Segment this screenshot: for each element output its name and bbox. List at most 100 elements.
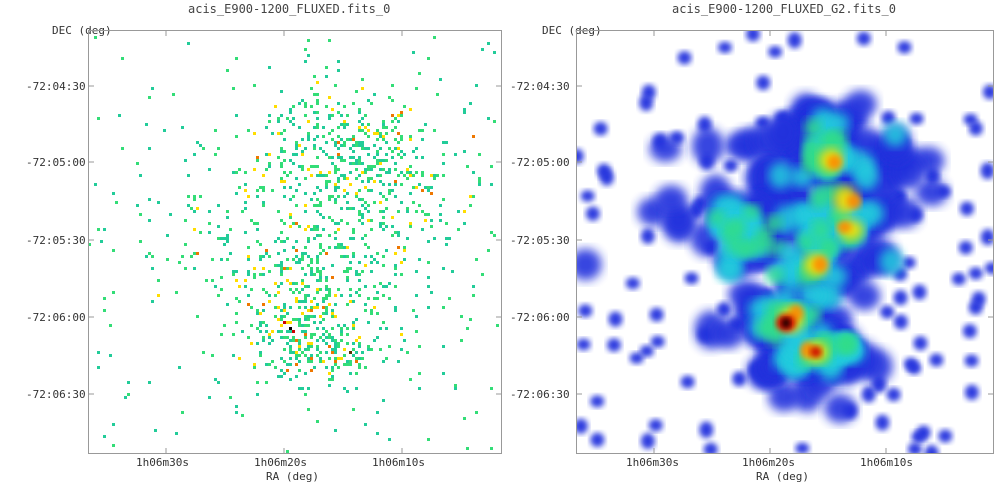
count-pixel [262,309,265,312]
count-pixel [316,291,319,294]
left-ra-tick-3: 1h06m10s [372,456,425,469]
count-pixel [397,210,400,213]
extended-emission-mid [754,235,773,255]
count-pixel [328,345,331,348]
point-source [880,305,895,319]
count-pixel [181,411,184,414]
count-pixel [295,261,298,264]
count-pixel [361,351,364,354]
point-source [649,307,664,322]
count-pixel [352,408,355,411]
count-pixel [415,270,418,273]
count-pixel [334,165,337,168]
count-pixel [178,261,181,264]
count-pixel [343,126,346,129]
count-pixel [343,363,346,366]
count-pixel [286,267,289,270]
count-pixel [229,252,232,255]
count-pixel [403,153,406,156]
count-pixel [427,213,430,216]
count-pixel [397,360,400,363]
count-pixel [433,177,436,180]
count-pixel [355,270,358,273]
count-pixel [412,174,415,177]
count-pixel [331,348,334,351]
count-pixel [385,285,388,288]
count-pixel [322,333,325,336]
count-pixel [307,318,310,321]
count-pixel [406,351,409,354]
count-pixel [262,174,265,177]
count-pixel [157,201,160,204]
count-pixel [349,294,352,297]
point-source [699,421,714,439]
count-pixel [232,87,235,90]
count-pixel [325,66,328,69]
count-pixel [313,75,316,78]
count-pixel [349,351,352,354]
count-pixel [289,186,292,189]
count-pixel [166,258,169,261]
count-pixel [364,285,367,288]
count-pixel [280,357,283,360]
count-pixel [298,387,301,390]
count-pixel [334,231,337,234]
count-pixel [304,354,307,357]
left-image-plot[interactable] [88,30,502,454]
count-pixel [319,336,322,339]
count-pixel [295,288,298,291]
count-pixel [421,156,424,159]
count-pixel [292,105,295,108]
count-pixel [301,252,304,255]
count-pixel [193,267,196,270]
count-pixel [328,288,331,291]
count-pixel [193,195,196,198]
count-pixel [370,189,373,192]
count-pixel [301,330,304,333]
count-pixel [277,120,280,123]
count-pixel [463,417,466,420]
count-pixel [280,324,283,327]
count-pixel [304,297,307,300]
count-pixel [316,186,319,189]
count-pixel [280,165,283,168]
point-source [924,444,939,454]
count-pixel [382,120,385,123]
count-pixel [250,342,253,345]
count-pixel [301,312,304,315]
count-pixel [349,360,352,363]
count-pixel [325,75,328,78]
count-pixel [325,285,328,288]
count-pixel [325,297,328,300]
count-pixel [292,153,295,156]
count-pixel [382,255,385,258]
count-pixel [286,321,289,324]
count-pixel [289,282,292,285]
count-pixel [139,174,142,177]
count-pixel [355,291,358,294]
count-pixel [328,195,331,198]
point-source [639,94,654,111]
count-pixel [358,198,361,201]
count-pixel [313,147,316,150]
count-pixel [220,288,223,291]
extended-emission-low [724,132,757,160]
right-plot-frame [576,30,994,454]
count-pixel [391,129,394,132]
count-pixel [310,336,313,339]
count-pixel [256,156,259,159]
count-pixel [256,327,259,330]
count-pixel [241,210,244,213]
count-pixel [364,309,367,312]
count-pixel [136,204,139,207]
count-pixel [445,243,448,246]
count-pixel [385,225,388,228]
count-pixel [409,225,412,228]
count-pixel [286,363,289,366]
count-pixel [373,165,376,168]
count-pixel [268,153,271,156]
count-pixel [394,231,397,234]
count-pixel [277,291,280,294]
right-image-plot[interactable] [576,30,994,454]
count-pixel [304,324,307,327]
